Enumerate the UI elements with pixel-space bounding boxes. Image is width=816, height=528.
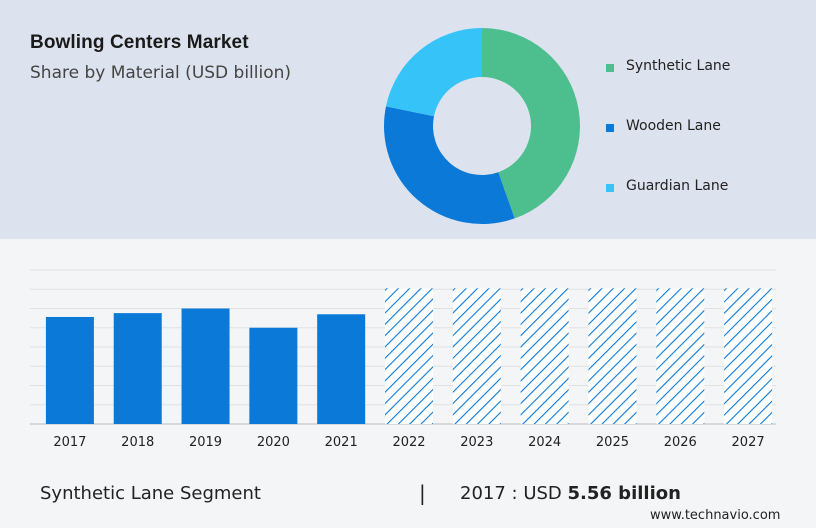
bar-2025 <box>588 288 637 424</box>
chart-subtitle: Share by Material (USD billion) <box>30 63 292 83</box>
x-tick-label-2027: 2027 <box>732 435 765 450</box>
x-tick-label-2022: 2022 <box>392 435 425 450</box>
bar-chart: 2017 2018 2019 2020 2021 2022 2023 2024 2025 2026… <box>30 269 776 450</box>
legend-label: Wooden Lane <box>626 118 721 134</box>
legend-swatch <box>606 184 614 192</box>
chart-title: Bowling Centers Market <box>30 32 249 53</box>
x-tick-label-2021: 2021 <box>325 435 358 450</box>
donut-chart <box>384 28 580 224</box>
legend-swatch <box>606 64 614 72</box>
x-axis-labels: 2017 2018 2019 2020 2021 2022 2023 2024 2025 2026… <box>53 435 764 450</box>
bar-2017 <box>45 316 94 424</box>
bar-2027 <box>724 288 773 424</box>
donut-slice-synthetic-lane <box>482 28 580 219</box>
x-tick-label-2018: 2018 <box>121 435 154 450</box>
segment-year: 2017 : USD <box>460 483 568 504</box>
bar-2018 <box>113 313 162 424</box>
legend-label: Guardian Lane <box>626 178 729 194</box>
x-tick-label-2024: 2024 <box>528 435 561 450</box>
x-tick-label-2025: 2025 <box>596 435 629 450</box>
x-tick-label-2017: 2017 <box>53 435 86 450</box>
bar-2021 <box>317 314 366 424</box>
segment-label: Synthetic Lane Segment <box>40 483 261 504</box>
bar-2020 <box>249 327 298 424</box>
x-tick-label-2019: 2019 <box>189 435 222 450</box>
legend-swatch <box>606 124 614 132</box>
legend-label: Synthetic Lane <box>626 58 731 74</box>
x-tick-label-2026: 2026 <box>664 435 697 450</box>
x-tick-label-2023: 2023 <box>460 435 493 450</box>
bar-2026 <box>656 288 705 424</box>
bar-2019 <box>181 308 230 424</box>
brand-url: www.technavio.com <box>650 508 781 523</box>
x-tick-label-2020: 2020 <box>257 435 290 450</box>
segment-value: 2017 : USD 5.56 billion <box>460 483 681 504</box>
footer-separator: | <box>419 481 426 505</box>
bar-2023 <box>452 288 501 424</box>
segment-value-amount: 5.56 billion <box>567 483 681 504</box>
bars <box>45 288 773 424</box>
bar-2024 <box>520 288 569 424</box>
donut-slice-guardian-lane <box>385 28 482 117</box>
donut-slice-wooden-lane <box>384 106 515 224</box>
bar-2022 <box>385 288 433 424</box>
